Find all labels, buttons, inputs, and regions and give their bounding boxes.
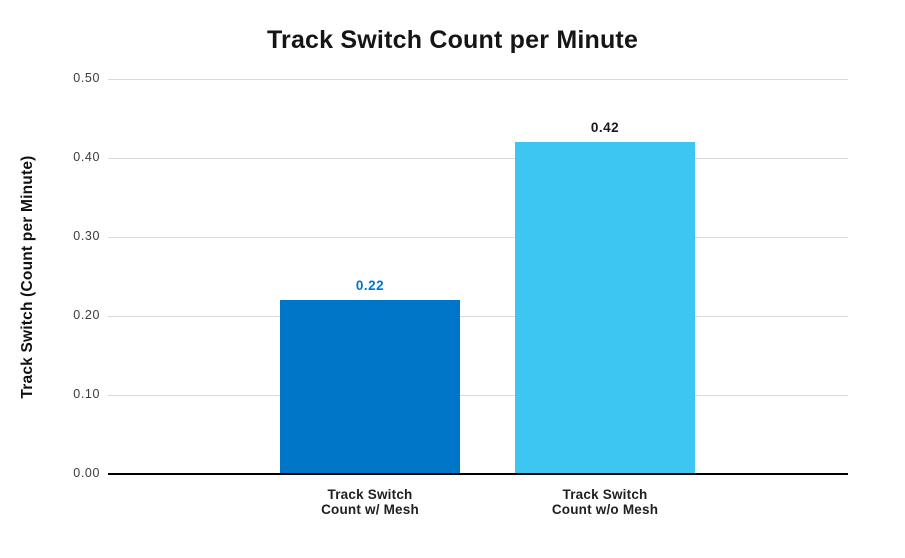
x-axis-line [108, 473, 848, 475]
x-category-line: Track Switch [562, 487, 648, 502]
gridline [108, 79, 848, 80]
chart-title: Track Switch Count per Minute [266, 26, 639, 54]
bar-without-mesh [515, 142, 695, 474]
gridline [108, 316, 848, 317]
plot-area: 0.22 0.42 [108, 79, 848, 475]
y-tick-label: 0.00 [73, 466, 100, 480]
y-tick-label: 0.40 [73, 150, 100, 164]
y-tick-label: 0.20 [73, 308, 100, 322]
x-category-line: Count w/o Mesh [551, 502, 659, 517]
y-tick-label: 0.50 [73, 71, 100, 85]
bar-group-with-mesh: 0.22 [280, 79, 460, 474]
bar-with-mesh [280, 300, 460, 474]
y-axis-title: Track Switch (Count per Minute) [19, 155, 36, 399]
y-tick-label: 0.10 [73, 387, 100, 401]
x-category-line: Track Switch [327, 487, 413, 502]
x-category-line: Count w/ Mesh [321, 502, 419, 517]
bar-value-label: 0.42 [590, 120, 620, 136]
y-tick-label: 0.30 [73, 229, 100, 243]
gridline [108, 395, 848, 396]
gridline [108, 158, 848, 159]
bar-group-without-mesh: 0.42 [515, 79, 695, 474]
bar-value-label: 0.22 [355, 278, 385, 294]
x-category-label-with-mesh: Track Switch Count w/ Mesh [280, 487, 460, 517]
gridline [108, 237, 848, 238]
x-category-label-without-mesh: Track Switch Count w/o Mesh [515, 487, 695, 517]
